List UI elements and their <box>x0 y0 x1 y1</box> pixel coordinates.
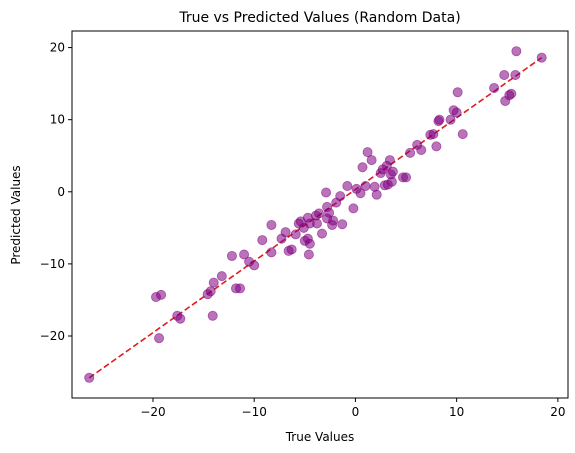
data-point <box>384 155 395 166</box>
data-point <box>434 114 445 125</box>
data-point <box>207 310 218 321</box>
x-tick-label: 10 <box>449 405 464 419</box>
x-axis-ticks: −20 −10 0 10 20 <box>140 398 566 419</box>
data-point <box>366 155 377 166</box>
y-tick-label: 10 <box>50 113 65 127</box>
data-point <box>536 52 547 63</box>
data-point <box>290 229 301 240</box>
x-tick-label: −20 <box>140 405 165 419</box>
reference-line <box>88 57 543 379</box>
data-point <box>175 313 186 324</box>
x-axis-label: True Values <box>285 430 355 444</box>
reference-line-group <box>88 57 543 379</box>
data-point <box>304 238 315 249</box>
data-point <box>342 181 353 192</box>
data-point <box>357 162 368 173</box>
chart-title: True vs Predicted Values (Random Data) <box>178 10 460 26</box>
data-point <box>286 244 297 255</box>
data-point <box>216 271 227 282</box>
data-point <box>489 82 500 93</box>
y-tick-label: −10 <box>40 257 65 271</box>
data-point <box>360 181 371 192</box>
data-point <box>311 218 322 229</box>
data-point <box>156 289 167 300</box>
data-point <box>328 215 339 226</box>
data-point <box>208 277 219 288</box>
data-point <box>321 187 332 198</box>
data-point <box>452 87 463 98</box>
data-point <box>257 235 268 246</box>
y-tick-label: 20 <box>50 41 65 55</box>
data-point <box>337 219 348 230</box>
data-point <box>317 228 328 239</box>
data-point <box>324 207 335 218</box>
data-point <box>303 249 314 260</box>
data-point <box>387 166 398 177</box>
y-axis-ticks: −20 −10 0 10 20 <box>40 41 72 343</box>
data-point <box>280 227 291 238</box>
data-point <box>445 114 456 125</box>
data-point <box>84 372 95 383</box>
data-point <box>154 333 165 344</box>
data-point <box>335 191 346 202</box>
data-point <box>511 46 522 57</box>
data-point <box>386 176 397 187</box>
x-tick-label: 20 <box>550 405 565 419</box>
data-point <box>451 107 462 118</box>
data-point <box>313 208 324 219</box>
data-point <box>401 172 412 183</box>
y-axis-label: Predicted Values <box>9 165 23 264</box>
data-point <box>235 283 246 294</box>
data-point <box>506 88 517 99</box>
data-point <box>348 203 359 214</box>
data-point <box>428 129 439 140</box>
y-tick-label: −20 <box>40 329 65 343</box>
data-point <box>205 286 216 297</box>
data-point <box>226 250 237 261</box>
data-point <box>249 260 260 271</box>
data-point <box>266 219 277 230</box>
data-point <box>510 69 521 80</box>
data-point <box>266 247 277 258</box>
data-point <box>239 249 250 260</box>
data-point <box>355 188 366 199</box>
y-tick-label: 0 <box>57 185 65 199</box>
data-point <box>499 69 510 80</box>
x-tick-label: 0 <box>352 405 360 419</box>
data-point <box>457 129 468 140</box>
data-points-group <box>84 46 547 383</box>
data-point <box>405 147 416 158</box>
x-tick-label: −10 <box>242 405 267 419</box>
data-point <box>362 147 373 158</box>
data-point <box>431 141 442 152</box>
data-point <box>371 189 382 200</box>
data-point <box>416 144 427 155</box>
